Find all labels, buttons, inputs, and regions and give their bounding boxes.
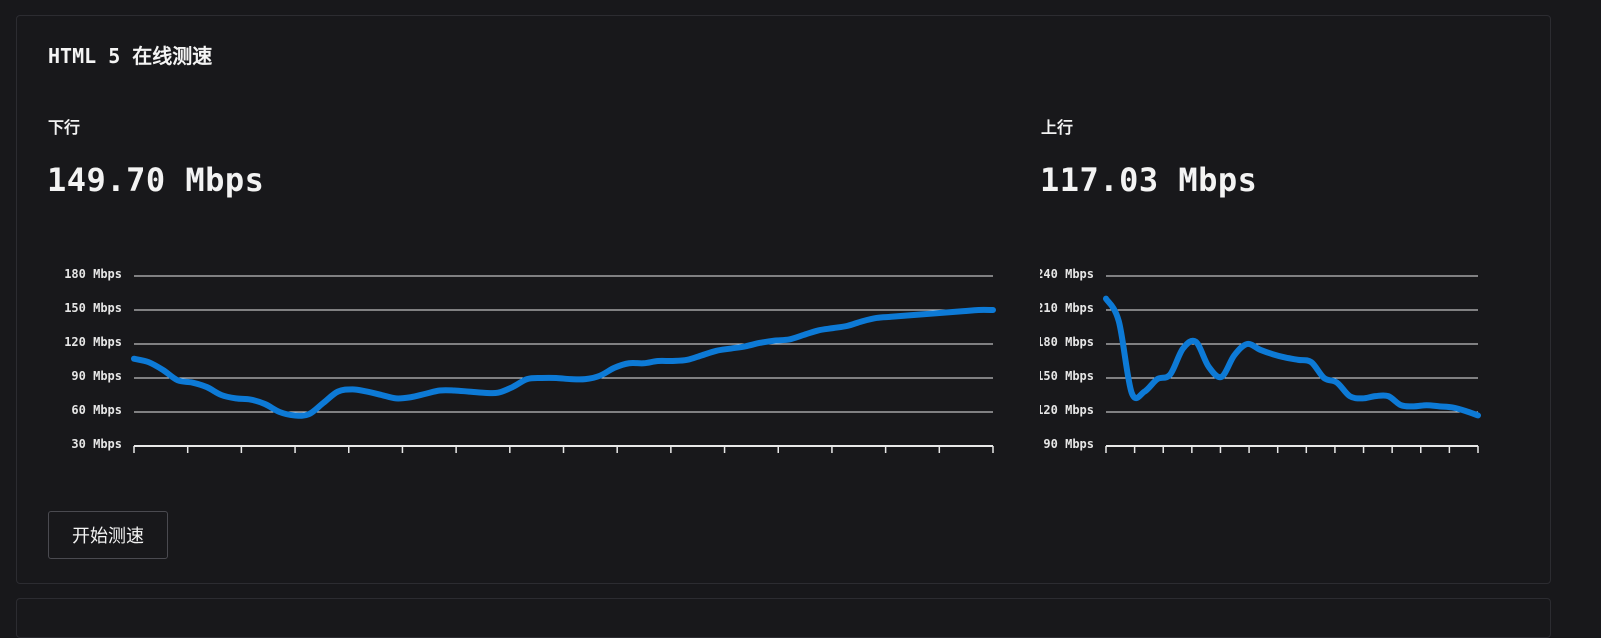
series-line-download (131, 306, 996, 419)
y-tick-label: 30 Mbps (71, 437, 122, 451)
y-tick-label: 60 Mbps (71, 403, 122, 417)
y-tick-label: 150 Mbps (64, 301, 122, 315)
y-tick-label: 150 Mbps (1040, 369, 1094, 383)
series-line-upload (1103, 295, 1481, 419)
next-card (16, 598, 1551, 638)
y-tick-label: 210 Mbps (1040, 301, 1094, 315)
start-test-button[interactable]: 开始测速 (48, 511, 168, 559)
download-speed: 149.70 Mbps (47, 161, 265, 199)
y-tick-label: 120 Mbps (64, 335, 122, 349)
y-tick-label: 120 Mbps (1040, 403, 1094, 417)
upload-chart: 240 Mbps 210 Mbps 180 Mbps 150 Mbps 120 Mbps… (1040, 267, 1481, 453)
download-chart: 180 Mbps 150 Mbps 120 Mbps 90 Mbps 60 Mbps 30… (64, 267, 996, 453)
upload-speed: 117.03 Mbps (1040, 161, 1258, 199)
y-tick-label: 90 Mbps (1043, 437, 1094, 451)
y-tick-label: 180 Mbps (64, 267, 122, 281)
upload-label: 上行 (1041, 118, 1074, 137)
page-title: HTML 5 在线测速 (48, 44, 213, 68)
y-tick-label: 90 Mbps (71, 369, 122, 383)
y-tick-label: 240 Mbps (1040, 267, 1094, 281)
speedtest-card: HTML 5 在线测速 下行 149.70 Mbps 180 Mbps 150 M… (16, 15, 1551, 584)
y-tick-label: 180 Mbps (1040, 335, 1094, 349)
download-label: 下行 (48, 118, 81, 137)
